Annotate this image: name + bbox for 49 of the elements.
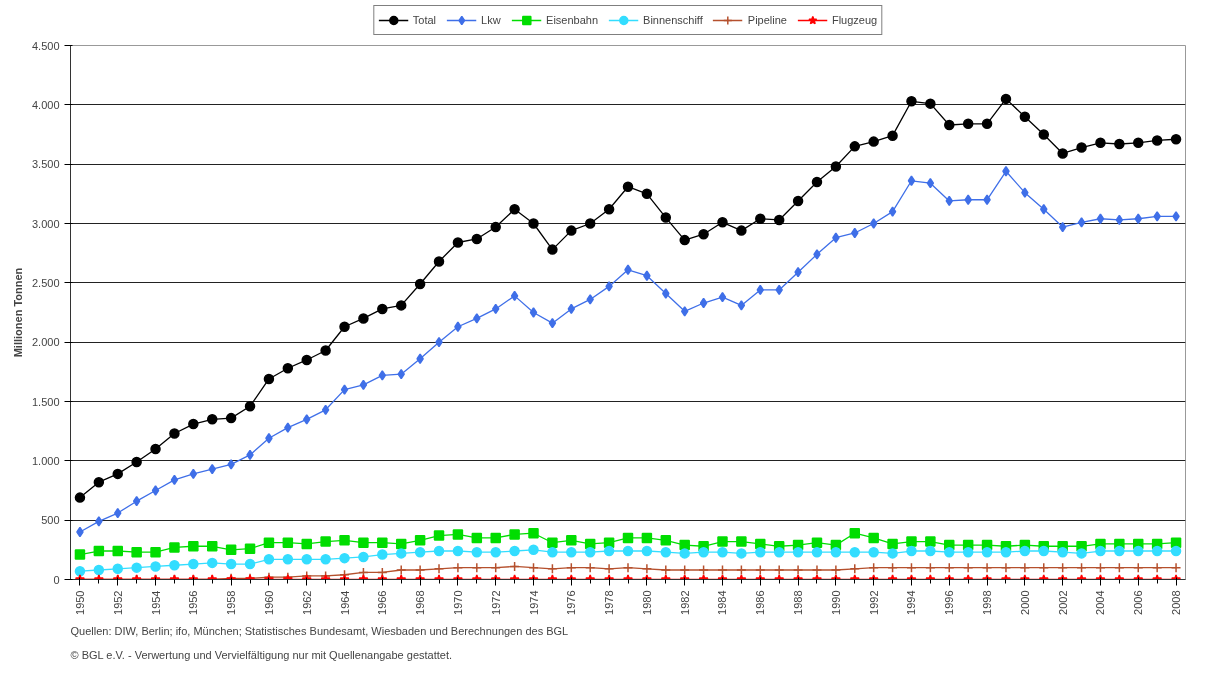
y-tick-label: 3.500 — [31, 158, 60, 171]
x-tick-label: 1968 — [414, 590, 427, 615]
x-tick-label: 1990 — [829, 590, 842, 615]
x-tick-label: 1998 — [981, 590, 994, 615]
text: © BGL e.V. - Verwertung und Vervielfältigung nur mit Quellenangabe gestattet. — [70, 648, 453, 661]
legend-label: Flugzeug — [831, 14, 878, 26]
x-tick-label: 2000 — [1018, 590, 1031, 615]
x-tick-label: 1996 — [943, 590, 956, 615]
legend-label: Pipeline — [747, 14, 787, 26]
x-tick-label: 2002 — [1056, 590, 1069, 615]
y-tick-label: 2.500 — [31, 276, 60, 289]
x-tick-label: 1956 — [187, 590, 200, 615]
legend-label: Eisenbahn — [546, 14, 599, 26]
x-tick-label: 1966 — [376, 590, 389, 615]
x-tick-label: 1982 — [678, 590, 691, 615]
legend-label: Total — [412, 14, 437, 26]
x-tick-label: 1952 — [111, 590, 124, 615]
y-tick-label: 1.000 — [31, 454, 60, 467]
x-tick-label: 1978 — [603, 590, 616, 615]
x-tick-label: 2008 — [1170, 590, 1183, 615]
x-tick-label: 1988 — [792, 590, 805, 615]
x-tick-label: 1984 — [716, 590, 729, 615]
x-tick-label: 1992 — [867, 590, 880, 615]
x-tick-label: 1976 — [565, 590, 578, 615]
y-tick-label: 4.500 — [31, 39, 60, 52]
x-tick-label: 1974 — [527, 590, 540, 615]
legend-label: Lkw — [481, 14, 502, 26]
y-tick-label: 0 — [53, 573, 60, 586]
x-tick-label: 1964 — [338, 590, 351, 615]
x-tick-label: 1954 — [149, 590, 162, 615]
x-tick-label: 2006 — [1132, 590, 1145, 615]
x-tick-label: 1962 — [300, 590, 313, 615]
x-tick-label: 1994 — [905, 590, 918, 615]
y-axis-title: Millionen Tonnen — [11, 267, 24, 358]
x-tick-label: 1986 — [754, 590, 767, 615]
y-tick-label: 4.000 — [31, 98, 60, 111]
x-tick-label: 1958 — [225, 590, 238, 615]
x-tick-label: 1960 — [262, 590, 275, 615]
x-tick-label: 1950 — [73, 590, 86, 615]
legend-label: Binnenschiff — [643, 14, 703, 26]
source-note: Quellen: DIW, Berlin; ifo, München; Statistisches Bundesamt, Wiesbaden und Berechnungen des BGL — [70, 624, 569, 637]
y-tick-label: 1.500 — [31, 395, 60, 408]
x-tick-label: 1972 — [489, 590, 502, 615]
x-tick-label: 1980 — [640, 590, 653, 615]
y-tick-label: 500 — [41, 514, 60, 527]
y-tick-label: 3.000 — [31, 217, 60, 230]
x-tick-label: 2004 — [1094, 590, 1107, 615]
x-tick-label: 1970 — [451, 590, 464, 615]
y-tick-label: 2.000 — [31, 336, 60, 349]
